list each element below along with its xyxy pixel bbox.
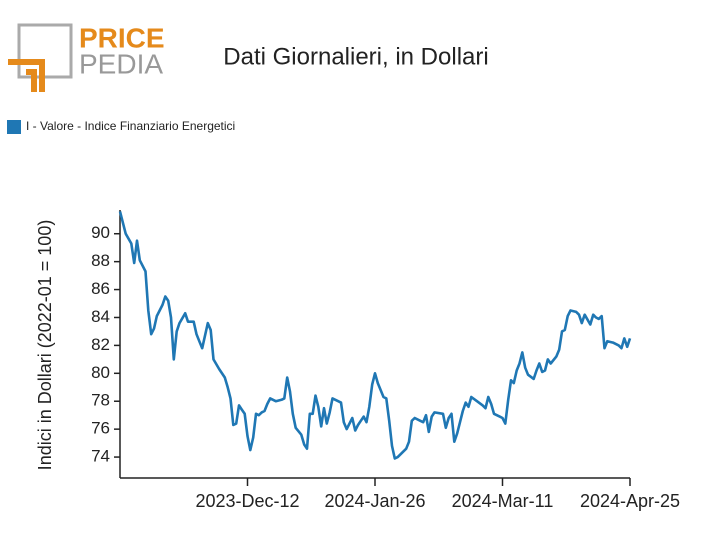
logo-text: PRICE [79,22,165,53]
legend-label: I - Valore - Indice Finanziario Energeti… [26,119,235,133]
line [118,211,632,460]
y-tick-label: 74 [91,447,110,466]
y-tick-label: 80 [91,363,110,382]
y-tick-label: 78 [91,391,110,410]
legend-swatch [7,120,21,134]
y-tick-label: 76 [91,419,110,438]
y-axis-label: Indici in Dollari (2022-01 = 100) [35,220,55,471]
x-tick-label: 2024-Mar-11 [452,491,554,511]
logo-text: PEDIA [79,48,163,79]
y-tick-label: 90 [91,223,110,242]
y-tick-label: 82 [91,335,110,354]
y-tick-label: 84 [91,307,110,326]
logo: PRICE PEDIA [8,22,165,92]
logo-mark [8,59,45,92]
x-tick-label: 2024-Apr-25 [580,491,680,511]
y-tick-label: 88 [91,251,110,270]
x-tick-label: 2023-Dec-12 [195,491,299,511]
x-tick-label: 2024-Jan-26 [324,491,425,511]
y-tick-label: 86 [91,279,110,298]
chart-title: Dati Giornalieri, in Dollari [223,43,488,70]
